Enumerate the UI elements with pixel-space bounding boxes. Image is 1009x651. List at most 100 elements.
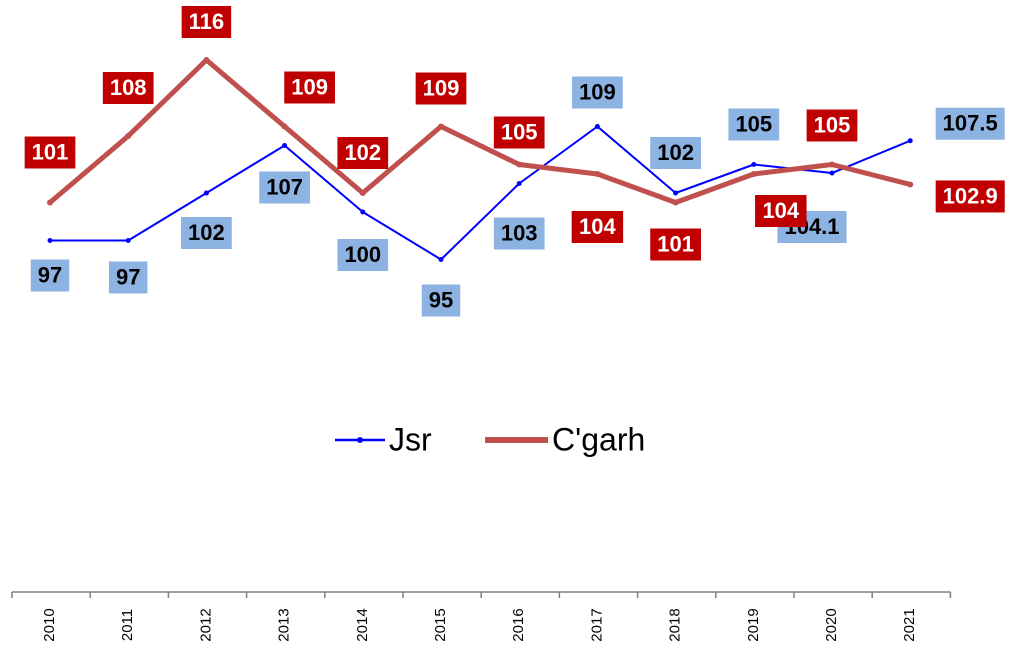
data-label: 105 <box>728 108 780 141</box>
data-label-box <box>935 107 1005 140</box>
data-label: 101 <box>24 136 76 169</box>
data-label: 102 <box>181 217 232 249</box>
x-tick-label: 2018 <box>667 608 684 641</box>
point <box>672 199 679 206</box>
data-label-text: 102 <box>344 140 381 165</box>
data-label: 109 <box>572 76 623 109</box>
data-label: 97 <box>30 259 70 292</box>
data-label-text: 95 <box>429 287 453 312</box>
x-tick-label: 2019 <box>745 608 762 641</box>
point <box>281 123 288 130</box>
series-line <box>50 125 911 261</box>
data-label-box <box>284 71 335 104</box>
data-label: 103 <box>493 217 545 250</box>
point <box>125 238 131 243</box>
point <box>516 181 522 186</box>
point <box>125 133 132 139</box>
data-label: 104 <box>571 211 624 243</box>
point <box>594 124 600 129</box>
data-label-text: 107 <box>266 174 303 199</box>
data-label: 109 <box>284 71 335 104</box>
data-label-text: 101 <box>657 231 694 256</box>
data-label: 102.9 <box>935 180 1005 213</box>
data-label-text: 104 <box>762 198 799 223</box>
data-label-box <box>572 76 623 109</box>
point <box>438 123 444 130</box>
data-label-text: 97 <box>116 264 140 289</box>
data-label-text: 105 <box>814 112 851 137</box>
data-label-box <box>102 72 154 104</box>
data-label-box <box>421 284 461 317</box>
data-label: 104 <box>755 195 807 227</box>
data-label-text: 105 <box>735 111 772 136</box>
data-label-box <box>650 137 701 169</box>
legend-label: Jsr <box>389 421 432 457</box>
data-label-box <box>935 180 1005 213</box>
data-label: 107 <box>259 171 310 204</box>
data-label-text: 100 <box>344 242 381 267</box>
x-tick-label: 2010 <box>41 608 58 641</box>
point <box>907 181 914 188</box>
data-label-box <box>650 228 701 261</box>
data-label-text: 103 <box>501 220 538 245</box>
data-label: 101 <box>650 228 701 261</box>
data-label-text: 104 <box>579 214 616 239</box>
point <box>829 170 835 176</box>
data-label: 109 <box>415 72 467 105</box>
data-label-text: 109 <box>423 75 460 100</box>
data-label: 107.5 <box>935 107 1005 140</box>
data-label-box <box>493 116 545 149</box>
data-label-text: 109 <box>579 79 616 104</box>
data-label: 116 <box>181 6 232 38</box>
data-label-box <box>806 109 858 142</box>
data-label-box <box>108 261 148 294</box>
x-tick-label: 2016 <box>510 608 527 641</box>
data-label-box <box>755 195 807 227</box>
x-tick-label: 2020 <box>823 608 840 641</box>
x-tick-label: 2017 <box>588 608 605 641</box>
point <box>438 257 444 262</box>
data-label-box <box>181 217 232 249</box>
data-label-text: 101 <box>32 139 69 164</box>
data-label: 105 <box>493 116 545 149</box>
data-label: 100 <box>337 239 389 271</box>
x-tick-label: 2014 <box>354 608 371 641</box>
point <box>47 199 53 206</box>
point <box>673 190 679 196</box>
point <box>47 238 53 243</box>
x-tick-label: 2013 <box>276 608 293 641</box>
data-label-box <box>259 171 310 204</box>
data-label: 108 <box>102 72 154 104</box>
data-label-box <box>728 108 780 141</box>
x-tick-label: 2011 <box>119 609 136 641</box>
legend-marker <box>513 437 520 443</box>
x-tick-label: 2021 <box>901 608 918 641</box>
data-label-box <box>415 72 467 105</box>
data-label: 102 <box>337 137 389 169</box>
point <box>750 171 757 177</box>
data-label-box <box>337 239 389 271</box>
data-label-box <box>30 259 70 292</box>
data-label-text: 97 <box>38 262 62 287</box>
data-label: 102 <box>650 137 701 169</box>
legend-marker <box>357 437 363 443</box>
data-label-text: 102.9 <box>943 183 998 208</box>
data-label-box <box>24 136 76 169</box>
data-label-text: 107.5 <box>943 111 998 136</box>
point <box>360 209 366 215</box>
point <box>907 138 913 144</box>
point <box>516 161 523 168</box>
point <box>203 190 209 196</box>
point <box>594 171 601 177</box>
data-label-box <box>571 211 624 243</box>
point <box>359 190 366 196</box>
data-label: 97 <box>108 261 148 294</box>
data-label-box <box>337 137 389 169</box>
x-tick-label: 2015 <box>432 608 449 641</box>
data-label: 105 <box>806 109 858 142</box>
data-label-text: 102 <box>657 140 694 165</box>
series-line <box>48 57 911 205</box>
point <box>282 143 288 148</box>
